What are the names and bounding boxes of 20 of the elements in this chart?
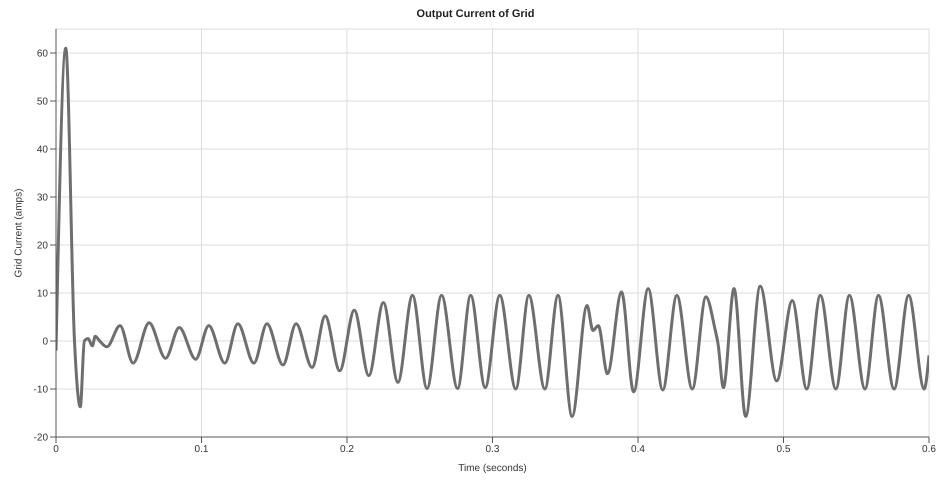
x-axis-title: Time (seconds) [458,463,527,474]
y-tick-label: 50 [36,96,48,108]
y-tick-label: -10 [34,384,48,396]
y-tick-label: 40 [36,144,48,156]
x-tick-label: 0.4 [631,444,646,456]
y-tick-label: 30 [36,192,48,204]
y-axis-title: Grid Current (amps) [14,188,25,278]
y-tick-label: 10 [36,288,48,300]
y-tick-label: 20 [36,240,48,252]
x-tick-label: 0.6 [922,444,936,456]
chart-title: Output Current of Grid [416,8,536,20]
x-tick-label: 0.5 [776,444,791,456]
x-tick-label: 0.3 [486,444,500,456]
x-tick-label: 0.1 [194,444,209,456]
y-tick-label: 60 [36,48,48,60]
y-tick-label: -20 [34,432,48,444]
line-series [56,46,929,418]
y-tick-label: 0 [42,336,48,348]
x-tick-label: 0.2 [340,444,354,456]
x-tick-label: 0 [53,444,60,456]
